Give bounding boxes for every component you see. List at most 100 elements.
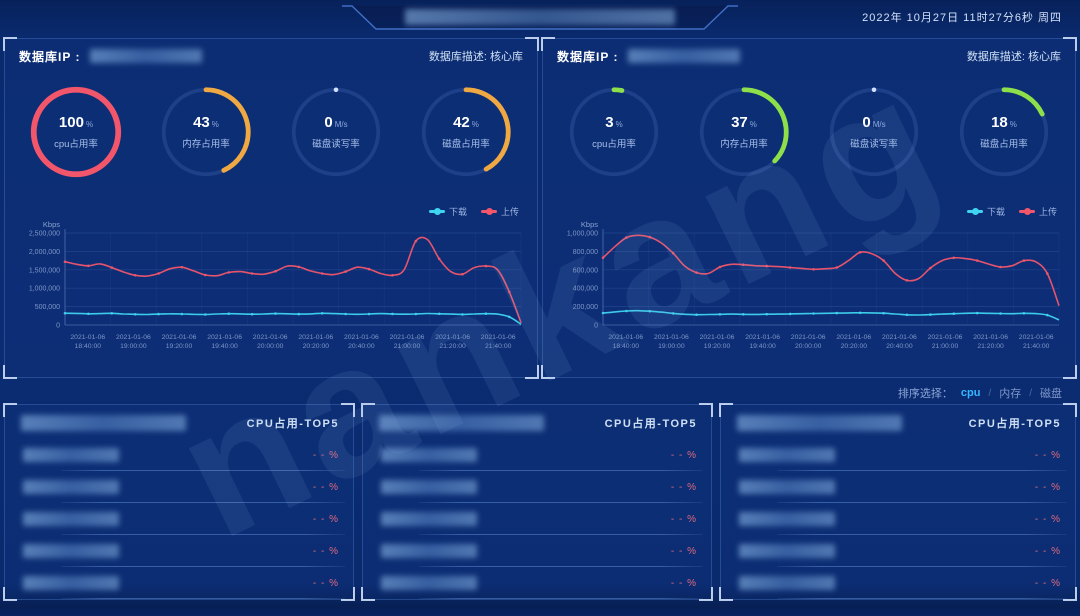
- panel-subject-redacted: [21, 415, 186, 431]
- svg-text:2021-01-06: 2021-01-06: [1019, 334, 1054, 341]
- row-label-redacted: [381, 512, 477, 526]
- panel-subject-redacted: [379, 415, 544, 431]
- legend-item[interactable]: 上传: [480, 205, 519, 218]
- db-ip-redacted: [90, 49, 203, 63]
- gauge-label: 内存占用率: [182, 139, 230, 150]
- row-value: - - %: [1034, 545, 1061, 557]
- gauge-unit: M/s: [872, 120, 886, 129]
- svg-text:21:40:00: 21:40:00: [485, 343, 512, 350]
- corner-decoration: [699, 403, 713, 417]
- row-label-redacted: [23, 448, 119, 462]
- svg-text:19:40:00: 19:40:00: [211, 343, 238, 350]
- row-label-redacted: [739, 480, 835, 494]
- datetime-display: 2022年 10月27日 11时27分6秒 周四: [862, 12, 1062, 24]
- row-label-redacted: [23, 576, 119, 590]
- chart-legend: 下载 上传: [5, 203, 537, 219]
- svg-text:2021-01-06: 2021-01-06: [836, 334, 871, 341]
- row-label-redacted: [23, 480, 119, 494]
- top5-row: - - %: [721, 471, 1075, 503]
- row-value: - - %: [312, 545, 339, 557]
- sort-separator: /: [988, 387, 992, 399]
- gauge-row: 100% cpu占用率 43% 内存占用率 0 M/s 磁盘读写率 42% 磁盘占…: [5, 71, 537, 203]
- legend-item[interactable]: 下载: [966, 205, 1005, 218]
- sort-option-memory[interactable]: 内存: [999, 388, 1022, 400]
- svg-text:19:00:00: 19:00:00: [120, 343, 147, 350]
- top5-title: CPU占用-TOP5: [968, 418, 1061, 430]
- gauge-label: cpu占用率: [54, 139, 98, 150]
- svg-text:200,000: 200,000: [573, 304, 598, 311]
- corner-decoration: [341, 587, 355, 601]
- svg-text:600,000: 600,000: [573, 267, 598, 274]
- svg-text:0: 0: [56, 323, 60, 330]
- gauge-memory: 37% 内存占用率: [690, 76, 798, 198]
- svg-text:20:00:00: 20:00:00: [257, 343, 284, 350]
- gauge-label: 磁盘读写率: [850, 139, 898, 150]
- sort-label: 排序选择：: [897, 388, 953, 400]
- database-panel-right: 数据库IP : 数据库描述: 核心库 3% cpu占用率 37% 内存占用率 0…: [541, 37, 1077, 379]
- svg-text:1,000,000: 1,000,000: [29, 286, 60, 293]
- gauge-unit: %: [471, 120, 479, 129]
- svg-text:Kbps: Kbps: [43, 220, 60, 229]
- gauge-cpu: 3% cpu占用率: [560, 76, 668, 198]
- top5-row: - - %: [5, 503, 353, 535]
- corner-decoration: [541, 37, 555, 51]
- corner-decoration: [1063, 365, 1077, 379]
- gauge-value: 18: [991, 114, 1008, 131]
- legend-item[interactable]: 下载: [428, 205, 467, 218]
- corner-decoration: [3, 37, 17, 51]
- corner-decoration: [541, 365, 555, 379]
- gauge-label: 内存占用率: [720, 139, 768, 150]
- corner-decoration: [1063, 37, 1077, 51]
- svg-text:2,500,000: 2,500,000: [29, 231, 60, 238]
- svg-text:2021-01-06: 2021-01-06: [162, 334, 197, 341]
- top5-row: - - %: [363, 439, 711, 471]
- sort-option-disk[interactable]: 磁盘: [1040, 388, 1062, 400]
- top5-row: - - %: [5, 535, 353, 567]
- svg-text:2021-01-06: 2021-01-06: [654, 334, 689, 341]
- chart-legend: 下载 上传: [543, 203, 1075, 219]
- svg-text:18:40:00: 18:40:00: [613, 343, 640, 350]
- svg-text:1,000,000: 1,000,000: [567, 231, 598, 238]
- panel-subject-redacted: [737, 415, 902, 431]
- corner-decoration: [1063, 587, 1077, 601]
- top5-row: - - %: [721, 503, 1075, 535]
- gauge-unit: %: [85, 120, 94, 129]
- top5-row: - - %: [363, 503, 711, 535]
- gauge-unit: M/s: [334, 120, 348, 129]
- row-label-redacted: [739, 512, 835, 526]
- row-label-redacted: [739, 448, 835, 462]
- corner-decoration: [3, 403, 17, 417]
- top5-row: - - %: [5, 471, 353, 503]
- db-ip-redacted: [628, 49, 741, 63]
- top5-panel-3: CPU占用-TOP5 - - % - - % - - % - - % - - %: [719, 403, 1077, 601]
- svg-text:20:40:00: 20:40:00: [348, 343, 375, 350]
- row-value: - - %: [670, 545, 697, 557]
- gauge-value: 0: [862, 114, 871, 131]
- svg-text:800,000: 800,000: [573, 249, 598, 256]
- row-value: - - %: [670, 513, 697, 525]
- legend-item[interactable]: 上传: [1018, 205, 1057, 218]
- gauge-value: 100: [58, 114, 84, 131]
- svg-text:500,000: 500,000: [35, 304, 60, 311]
- row-value: - - %: [312, 513, 339, 525]
- corner-decoration: [361, 403, 375, 417]
- legend-label: 下载: [448, 206, 467, 217]
- svg-text:2021-01-06: 2021-01-06: [928, 334, 963, 341]
- gauge-value: 0: [324, 114, 333, 131]
- row-label-redacted: [381, 480, 477, 494]
- legend-marker-icon: [428, 207, 445, 215]
- svg-text:2021-01-06: 2021-01-06: [882, 334, 917, 341]
- svg-text:0: 0: [594, 323, 598, 330]
- svg-text:2021-01-06: 2021-01-06: [298, 334, 333, 341]
- svg-text:21:20:00: 21:20:00: [977, 343, 1004, 350]
- top5-row: - - %: [5, 439, 353, 471]
- gauge-label: 磁盘占用率: [442, 139, 490, 150]
- sort-option-cpu[interactable]: cpu: [960, 387, 981, 399]
- svg-text:2021-01-06: 2021-01-06: [435, 334, 470, 341]
- svg-text:2021-01-06: 2021-01-06: [116, 334, 151, 341]
- row-label-redacted: [739, 576, 835, 590]
- gauge-label: cpu占用率: [592, 139, 636, 150]
- svg-text:21:20:00: 21:20:00: [439, 343, 466, 350]
- gauge-row: 3% cpu占用率 37% 内存占用率 0 M/s 磁盘读写率 18% 磁盘占用率: [543, 71, 1075, 203]
- top5-row: - - %: [721, 567, 1075, 599]
